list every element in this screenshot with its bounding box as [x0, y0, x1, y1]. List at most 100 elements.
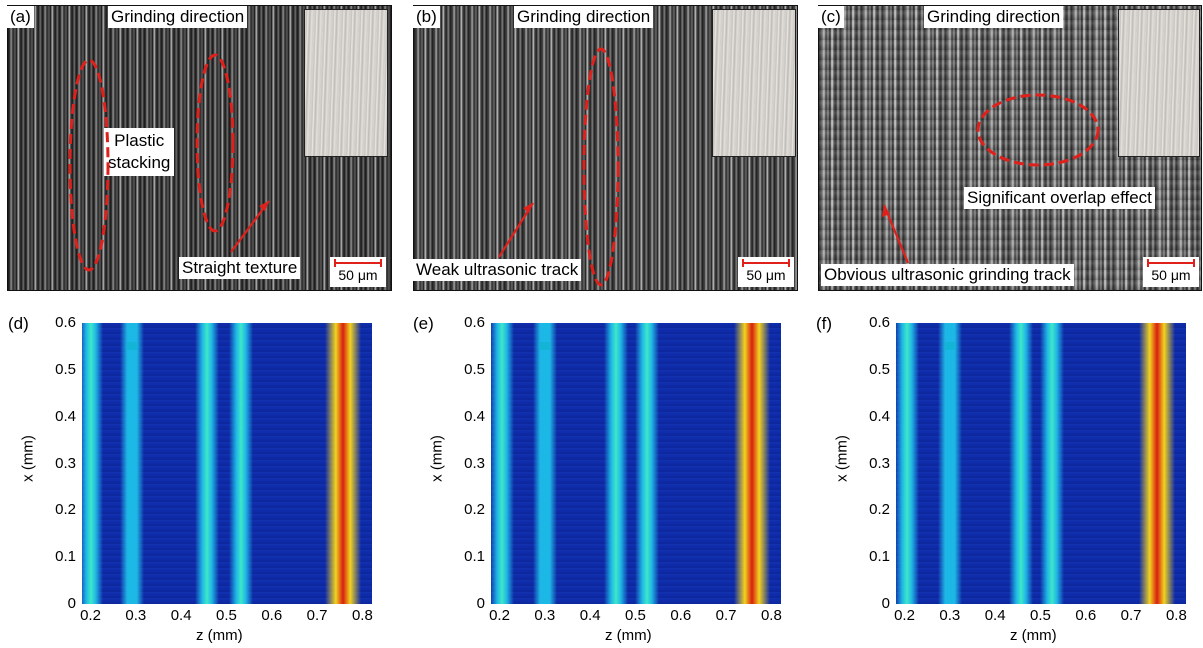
y-tick-label-d: 0.4	[55, 407, 76, 425]
y-tick-label-e: 0.2	[464, 501, 485, 519]
obvious-track-arrowhead	[882, 205, 890, 217]
y-tick-label-d: 0.3	[55, 454, 76, 472]
heatmap-panel-e: (e) x (mm) z (mm) 0 0.1 0.2 0.3 0.4 0.5 0.6 0.2…	[405, 308, 805, 648]
ridge-d-4	[324, 323, 361, 604]
x-tick-label-f: 0.2	[894, 607, 915, 624]
grinding-direction-label-b: Grinding direction	[514, 6, 654, 28]
heatmap-plot-area-f	[896, 323, 1186, 604]
y-tick-label-d: 0.6	[55, 314, 76, 331]
scale-bar-line-a	[334, 259, 382, 267]
ridge-f-0	[896, 323, 920, 604]
x-tick-label-f: 0.3	[939, 607, 961, 624]
y-axis-label-e: x (mm)	[428, 435, 446, 482]
y-tick-label-d: 0.2	[55, 501, 76, 519]
y-tick-label-f: 0.5	[869, 360, 890, 378]
weak-track-arrowhead	[523, 203, 533, 213]
panel-label-e: (e)	[413, 314, 434, 333]
heatmap-plot-area-d	[82, 323, 372, 604]
micrograph-panel-c: (c) Grinding direction Significant overl…	[818, 5, 1202, 291]
surface-photo-inset-a	[304, 9, 388, 157]
callout-weak-ultrasonic-track: Weak ultrasonic track	[413, 259, 582, 281]
y-tick-label-f: 0.4	[869, 407, 890, 425]
grinding-direction-label-a: Grinding direction	[108, 6, 248, 28]
y-tick-label-f: 0.2	[869, 501, 890, 519]
ridge-d-3	[228, 323, 253, 604]
x-axis-label-f: z (mm)	[1010, 627, 1057, 644]
ridge-top-mark-e	[540, 341, 551, 350]
x-tick-label-e: 0.2	[489, 607, 510, 624]
ridge-f-4	[1138, 323, 1175, 604]
y-tick-label-f: 0.1	[869, 548, 890, 566]
scale-bar-text-c: 50 μm	[1151, 267, 1191, 283]
x-tick-label-d: 0.5	[216, 607, 237, 624]
panel-label-c: (c)	[818, 6, 844, 28]
x-tick-label-f: 0.4	[984, 607, 1006, 624]
y-tick-label-f: 0	[881, 595, 890, 612]
x-tick-label-d: 0.8	[351, 607, 373, 624]
ridge-d-0	[82, 323, 104, 604]
x-tick-label-e: 0.5	[625, 607, 646, 624]
micrograph-panel-b: (b) Grinding direction Weak ultrasonic t…	[413, 5, 798, 291]
y-tick-label-e: 0.3	[464, 454, 485, 472]
heatmap-plot-area-e	[491, 323, 781, 604]
panel-label-f: (f)	[816, 314, 833, 333]
panel-label-d: (d)	[8, 314, 29, 333]
ridge-e-0	[491, 323, 515, 604]
callout-obvious-ultrasonic-grinding-track: Obvious ultrasonic grinding track	[821, 264, 1074, 286]
x-tick-label-e: 0.3	[534, 607, 556, 624]
plastic-stacking-ellipse-left	[68, 58, 110, 272]
scale-bar-c: 50 μm	[1143, 257, 1199, 287]
x-tick-label-e: 0.6	[670, 607, 692, 624]
straight-texture-arrowhead	[259, 201, 269, 211]
scale-bar-text-a: 50 μm	[338, 267, 378, 283]
x-tick-label-e: 0.4	[579, 607, 601, 624]
x-tick-label-d: 0.3	[125, 607, 147, 624]
overlap-ellipse	[976, 93, 1100, 167]
weak-track-arrow	[498, 202, 534, 258]
x-tick-label-d: 0.2	[80, 607, 101, 624]
y-tick-label-d: 0.1	[55, 548, 76, 566]
x-axis-label-e: z (mm)	[605, 627, 652, 644]
micrograph-panel-a: (a) Grinding direction Plastic stacking …	[7, 5, 392, 291]
ridge-top-mark-f	[945, 341, 956, 350]
y-tick-label-e: 0.6	[464, 314, 485, 331]
plastic-stacking-ellipse-right	[195, 53, 235, 233]
x-tick-label-d: 0.6	[261, 607, 283, 624]
ridge-f-2	[1008, 323, 1033, 604]
scale-bar-line-b	[742, 259, 790, 267]
x-tick-label-e: 0.7	[715, 607, 737, 624]
panel-label-a: (a)	[7, 6, 34, 28]
x-tick-label-f: 0.8	[1165, 607, 1187, 624]
heatmap-panel-d: (d) x (mm) z (mm) 0 0.1 0.2 0.3 0.4 0.5 0.6 0.2…	[0, 308, 400, 648]
scale-bar-a: 50 μm	[330, 257, 386, 287]
scale-bar-text-b: 50 μm	[746, 267, 786, 283]
scale-bar-line-c	[1147, 259, 1195, 267]
y-tick-label-f: 0.6	[869, 314, 890, 331]
y-tick-label-f: 0.3	[869, 454, 890, 472]
x-tick-label-e: 0.8	[760, 607, 782, 624]
x-tick-label-f: 0.5	[1030, 607, 1051, 624]
y-axis-label-f: x (mm)	[833, 435, 851, 482]
y-tick-label-e: 0.1	[464, 548, 485, 566]
y-tick-label-e: 0	[476, 595, 485, 612]
ridge-e-4	[733, 323, 770, 604]
callout-significant-overlap-effect: Significant overlap effect	[964, 187, 1155, 209]
ridge-e-3	[635, 323, 660, 604]
surface-photo-inset-c	[1118, 9, 1200, 157]
x-tick-label-f: 0.6	[1075, 607, 1097, 624]
annotation-overlay-c	[882, 93, 1100, 264]
straight-texture-arrow	[230, 200, 270, 253]
y-axis-label-d: x (mm)	[19, 435, 37, 482]
y-tick-label-d: 0.5	[55, 360, 76, 378]
surface-photo-inset-b	[712, 9, 796, 157]
annotation-overlay-b	[498, 47, 620, 287]
ridge-e-1	[533, 323, 558, 604]
y-tick-label-d: 0	[67, 595, 76, 612]
y-tick-label-e: 0.5	[464, 360, 485, 378]
panel-label-b: (b)	[413, 6, 440, 28]
annotation-overlay-a	[68, 53, 270, 272]
ridge-e-2	[603, 323, 628, 604]
ridge-d-1	[119, 323, 144, 604]
heatmap-panel-f: (f) x (mm) z (mm) 0 0.1 0.2 0.3 0.4 0.5 0.6 0.2…	[808, 308, 1203, 648]
weak-track-ellipse	[582, 47, 620, 287]
